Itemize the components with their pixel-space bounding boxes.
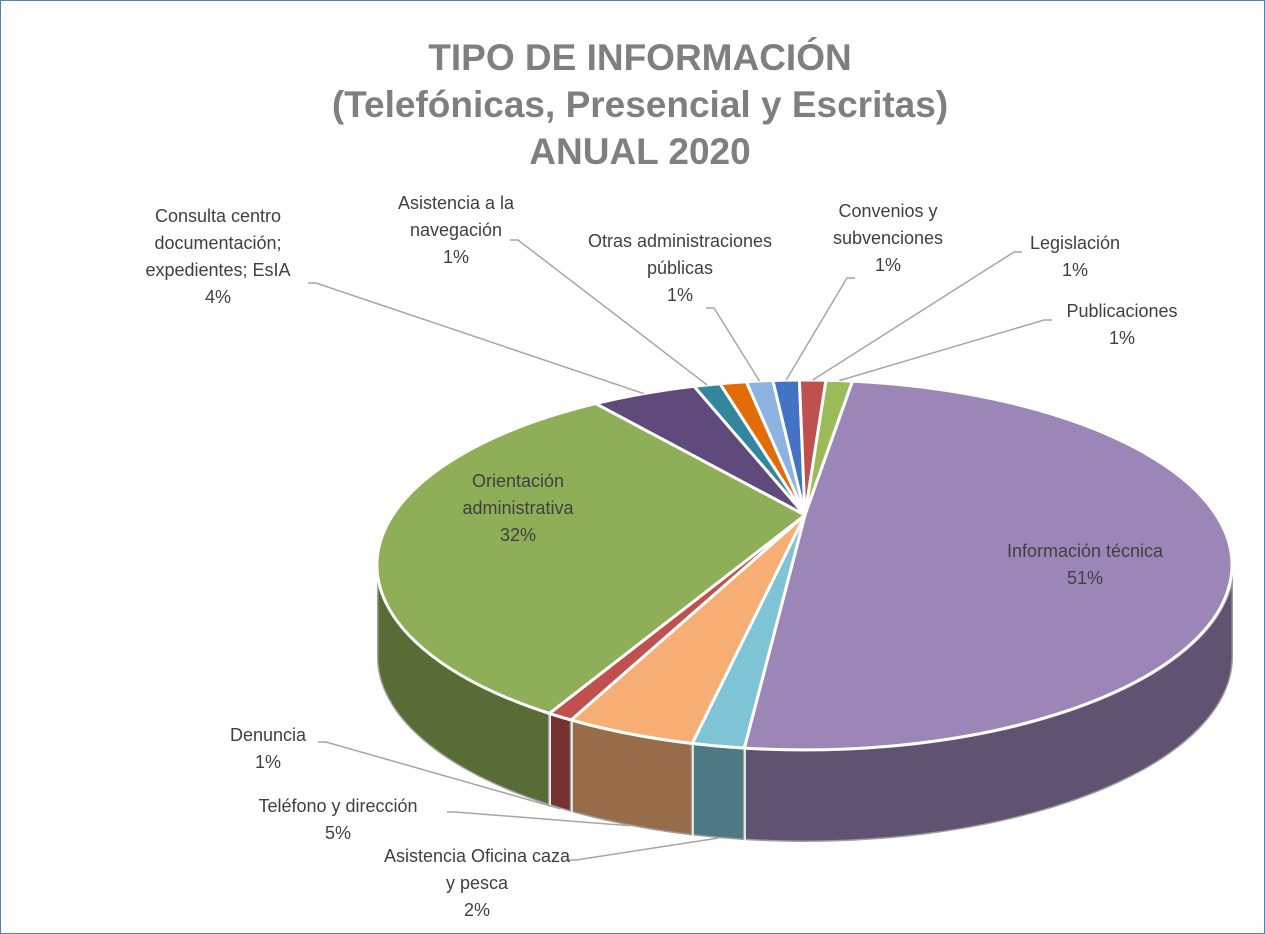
label-value: 2% bbox=[463, 900, 490, 920]
data-label: Publicaciones 1% bbox=[1047, 298, 1197, 352]
label-value: 51% bbox=[1066, 568, 1104, 588]
label-value: 32% bbox=[499, 525, 537, 545]
label-category: Asistencia Oficina caza y pesca bbox=[383, 846, 571, 893]
pie-slice bbox=[744, 379, 807, 517]
label-category: Denuncia bbox=[229, 725, 307, 745]
data-label: Convenios y subvenciones 1% bbox=[813, 198, 963, 279]
pie-side-shade bbox=[377, 565, 550, 806]
label-category: Asistencia a la navegación bbox=[397, 193, 515, 240]
label-value: 1% bbox=[874, 255, 901, 275]
pie-side-shade bbox=[692, 743, 745, 841]
leader-line bbox=[785, 277, 855, 381]
label-value: 5% bbox=[324, 823, 351, 843]
leader-line bbox=[308, 282, 644, 395]
label-category: Legislación bbox=[1029, 233, 1121, 253]
data-label: Denuncia 1% bbox=[213, 722, 323, 776]
data-label: Orientación administrativa 32% bbox=[428, 468, 608, 549]
leader-line bbox=[510, 239, 708, 386]
leader-line bbox=[318, 741, 561, 810]
label-category: Teléfono y dirección bbox=[258, 796, 418, 816]
leader-line bbox=[839, 319, 1052, 382]
label-category: Orientación administrativa bbox=[462, 471, 574, 518]
label-value: 1% bbox=[666, 285, 693, 305]
label-value: 1% bbox=[1061, 260, 1088, 280]
label-category: Publicaciones bbox=[1066, 301, 1178, 321]
label-category: Consulta centro documentación; expedient… bbox=[145, 206, 291, 280]
pie-side-shade bbox=[571, 720, 693, 836]
data-label: Consulta centro documentación; expedient… bbox=[113, 203, 323, 311]
data-label: Legislación 1% bbox=[1015, 230, 1135, 284]
data-label: Información técnica 51% bbox=[985, 538, 1185, 592]
label-value: 4% bbox=[204, 287, 231, 307]
data-label: Teléfono y dirección 5% bbox=[223, 793, 453, 847]
label-category: Otras administraciones públicas bbox=[587, 231, 773, 278]
label-value: 1% bbox=[254, 752, 281, 772]
label-category: Convenios y subvenciones bbox=[832, 201, 944, 248]
pie-side-shade bbox=[549, 713, 572, 812]
chart-title: TIPO DE INFORMACIÓN (Telefónicas, Presen… bbox=[331, 37, 949, 172]
label-category: Información técnica bbox=[1006, 541, 1164, 561]
label-value: 1% bbox=[1108, 328, 1135, 348]
data-label: Asistencia Oficina caza y pesca 2% bbox=[382, 843, 572, 924]
leader-line bbox=[812, 251, 1022, 381]
leader-line bbox=[568, 837, 719, 861]
label-value: 1% bbox=[442, 247, 469, 267]
pie-slice bbox=[742, 379, 1234, 752]
leader-line bbox=[447, 811, 630, 827]
data-label: Asistencia a la navegación 1% bbox=[371, 190, 541, 271]
pie-side-shade bbox=[744, 565, 1233, 842]
pie-slice bbox=[375, 402, 807, 715]
leader-line bbox=[706, 307, 761, 382]
data-label: Otras administraciones públicas 1% bbox=[560, 228, 800, 309]
